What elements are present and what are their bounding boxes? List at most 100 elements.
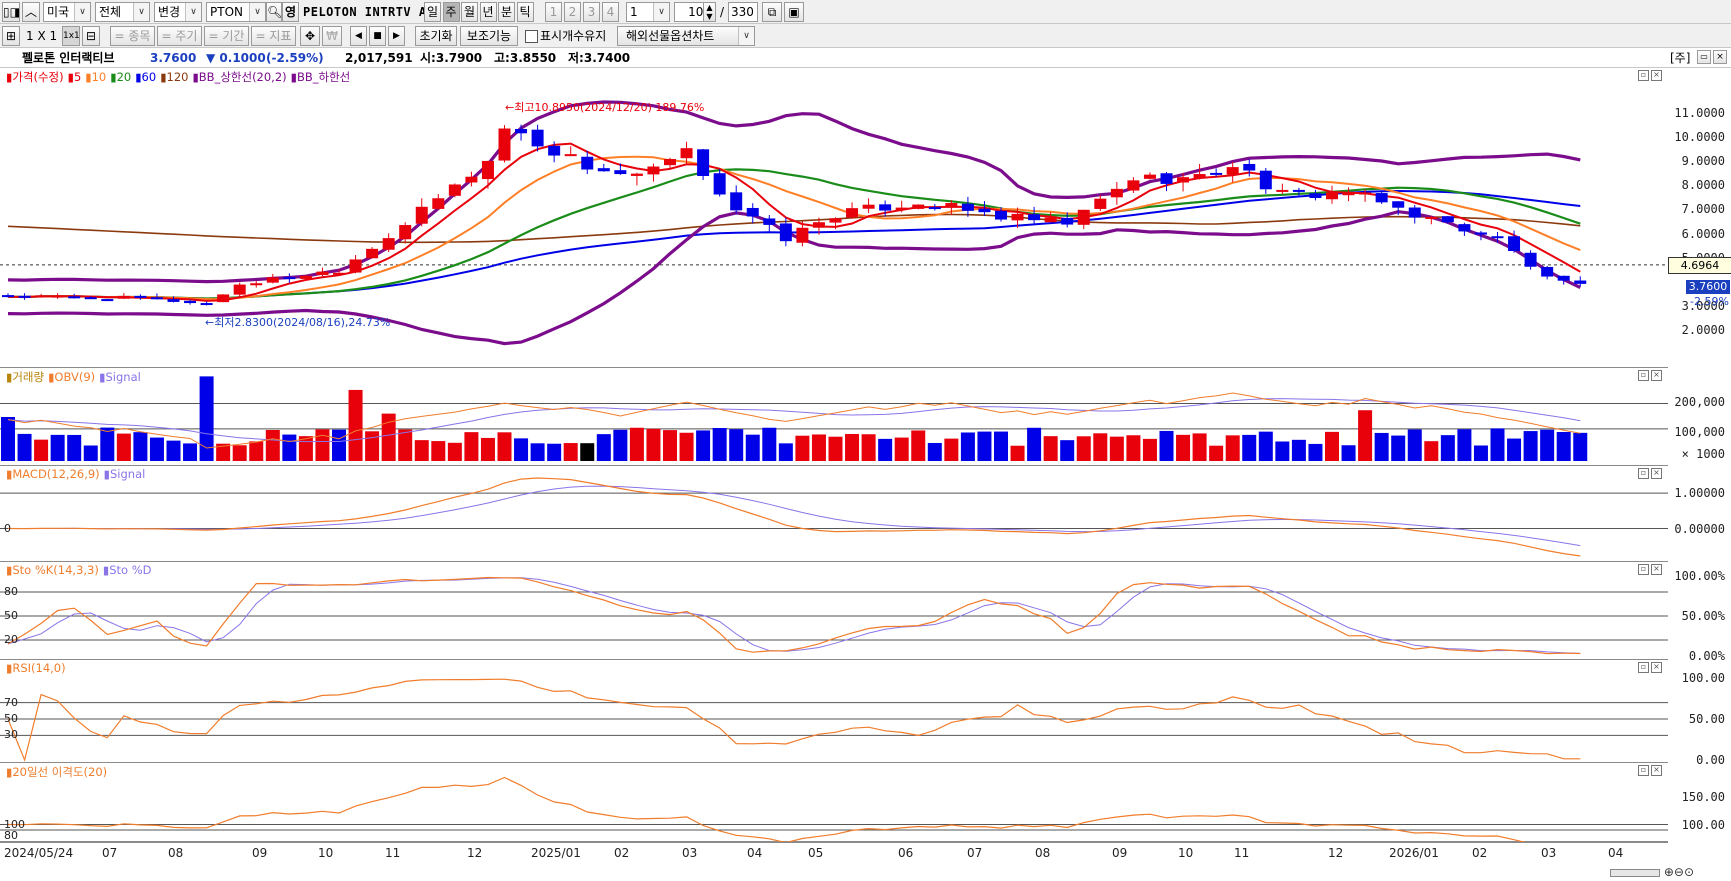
- panel-minimize-icon[interactable]: ▫: [1638, 765, 1649, 776]
- scope-select[interactable]: 전체 ∨: [95, 2, 150, 22]
- candle-body: [664, 159, 676, 166]
- count-stepper[interactable]: ▲ ▼: [703, 2, 716, 22]
- volume-bar: [100, 427, 115, 461]
- x-axis-label: 10: [1178, 846, 1194, 860]
- panel-close-icon[interactable]: ×: [1651, 662, 1662, 673]
- scroll-slider[interactable]: [1610, 868, 1660, 877]
- period-button-2[interactable]: 월: [461, 2, 478, 22]
- slot-button-1[interactable]: 1: [545, 2, 562, 22]
- panel-minimize-icon[interactable]: ▫: [1638, 662, 1649, 673]
- disparity-panel[interactable]: ▮20일선 이격도(20) ▫ × 100 80: [0, 763, 1668, 847]
- aux-function-button[interactable]: 보조기능: [460, 26, 518, 46]
- english-toggle-button[interactable]: 영: [282, 2, 299, 22]
- move-button[interactable]: ✥: [300, 26, 320, 46]
- panel-toggle-button[interactable]: ▯◨: [2, 2, 20, 22]
- candle-body: [779, 223, 792, 242]
- reset-button[interactable]: 초기화: [415, 26, 457, 46]
- volume-bar: [116, 433, 131, 461]
- collapse-up-button[interactable]: ︿: [22, 2, 40, 22]
- candle-body: [1077, 209, 1090, 225]
- candle-body: [928, 207, 941, 210]
- table-icon: ⊟: [85, 29, 97, 43]
- legend-item: ▮거래량: [6, 370, 45, 384]
- price-panel[interactable]: ←최고10.8950(2024/12/20) 189.76% ←최저2.8300(…: [0, 68, 1668, 368]
- panel-buttons: ▫ ×: [1636, 370, 1662, 381]
- tab-button-0[interactable]: = 종목: [110, 26, 155, 46]
- chevron-down-icon: ∨: [74, 3, 90, 21]
- volume-bar: [845, 433, 860, 461]
- zoom-out-icon[interactable]: ⊖: [1673, 865, 1684, 879]
- period-button-5[interactable]: 틱: [516, 2, 534, 22]
- panel-close-icon[interactable]: ×: [1651, 370, 1662, 381]
- layout-1x1-button[interactable]: 1x1: [62, 26, 80, 46]
- candle-body: [498, 128, 511, 161]
- candle-body: [746, 207, 759, 217]
- zoom-reset-icon[interactable]: ⊙: [1683, 865, 1695, 879]
- macd-panel[interactable]: ▮MACD(12,26,9) ▮Signal ▫ × 0: [0, 466, 1668, 562]
- market-select[interactable]: 미국 ∨: [43, 2, 91, 22]
- panel-minimize-icon[interactable]: ▫: [1638, 70, 1649, 81]
- scroll-left-button[interactable]: ◀: [350, 26, 367, 46]
- zoom-in-icon[interactable]: ⊕: [1663, 865, 1674, 879]
- candle-body: [1292, 189, 1305, 192]
- change-select[interactable]: 변경 ∨: [154, 2, 202, 22]
- tab-button-3[interactable]: = 지표: [251, 26, 296, 46]
- panel-close-icon[interactable]: ×: [1651, 468, 1662, 479]
- volume-bar: [50, 434, 65, 461]
- grid-icon: ⊞: [5, 29, 17, 43]
- panel-close-icon[interactable]: ×: [1651, 70, 1662, 81]
- maximize-button[interactable]: ▭: [1697, 50, 1711, 64]
- scroll-right-button[interactable]: ▶: [388, 26, 405, 46]
- candle-body: [564, 154, 577, 157]
- panel-close-icon[interactable]: ×: [1651, 564, 1662, 575]
- stop-button[interactable]: ■: [369, 26, 386, 46]
- slot-button-2[interactable]: 2: [564, 2, 581, 22]
- legend-item: ▮Signal: [103, 467, 146, 481]
- keep-count-checkbox[interactable]: [525, 30, 538, 43]
- tab-button-2[interactable]: = 기간: [204, 26, 249, 46]
- slot-button-3[interactable]: 3: [583, 2, 600, 22]
- save-button[interactable]: ▣: [784, 2, 804, 22]
- candle-body: [697, 149, 710, 177]
- period-button-1[interactable]: 주: [442, 2, 460, 22]
- volume-bar: [629, 427, 644, 461]
- panel-minimize-icon[interactable]: ▫: [1638, 370, 1649, 381]
- slot-button-4[interactable]: 4: [602, 2, 619, 22]
- stochastic-panel[interactable]: ▮Sto %K(14,3,3) ▮Sto %D ▫ × 80 50 20: [0, 562, 1668, 660]
- panel-buttons: ▫ ×: [1636, 468, 1662, 479]
- tab-button-1[interactable]: = 주기: [157, 26, 202, 46]
- ticker-input[interactable]: PTON ∨: [206, 2, 266, 22]
- candle-body: [18, 295, 31, 298]
- layout-table-button[interactable]: ⊟: [82, 26, 100, 46]
- volume-bar: [1490, 428, 1505, 461]
- candle-body: [895, 207, 908, 210]
- rsi-panel-plot: [0, 678, 1668, 762]
- panel-minimize-icon[interactable]: ▫: [1638, 564, 1649, 575]
- candle-body: [316, 271, 329, 275]
- candle-body: [515, 128, 528, 134]
- period-button-0[interactable]: 일: [424, 2, 441, 22]
- volume-panel[interactable]: ▮거래량 ▮OBV(9) ▮Signal ▫ ×: [0, 368, 1668, 466]
- panel-close-icon[interactable]: ×: [1651, 765, 1662, 776]
- x-axis-label: 02: [1472, 846, 1488, 860]
- volume-bar: [1043, 436, 1058, 461]
- panel-minimize-icon[interactable]: ▫: [1638, 468, 1649, 479]
- search-button[interactable]: 🔍︎: [266, 2, 282, 22]
- interval-input[interactable]: 1 ∨: [626, 2, 670, 22]
- grid-layout-button[interactable]: ⊞: [2, 26, 20, 46]
- volume-value: 2,017,591: [345, 51, 413, 65]
- candle-body: [978, 208, 991, 213]
- disparity-panel-y-axis: 150.00 100.00: [1668, 763, 1731, 842]
- currency-button[interactable]: ₩: [322, 26, 342, 46]
- period-button-3[interactable]: 년: [479, 2, 497, 22]
- period-button-4[interactable]: 분: [498, 2, 515, 22]
- rsi-panel[interactable]: ▮RSI(14,0) ▫ × 70 50 30: [0, 660, 1668, 763]
- volume-bar: [17, 433, 32, 461]
- candle-body: [1326, 192, 1338, 200]
- close-button[interactable]: ×: [1713, 50, 1727, 64]
- futures-chart-select[interactable]: 해외선물옵션차트 ∨: [617, 26, 755, 46]
- new-window-button[interactable]: ⧉: [762, 2, 782, 22]
- price-change: ▼ 0.1000: [206, 51, 266, 65]
- disparity-line: [7, 776, 1581, 847]
- candle-body: [647, 166, 660, 175]
